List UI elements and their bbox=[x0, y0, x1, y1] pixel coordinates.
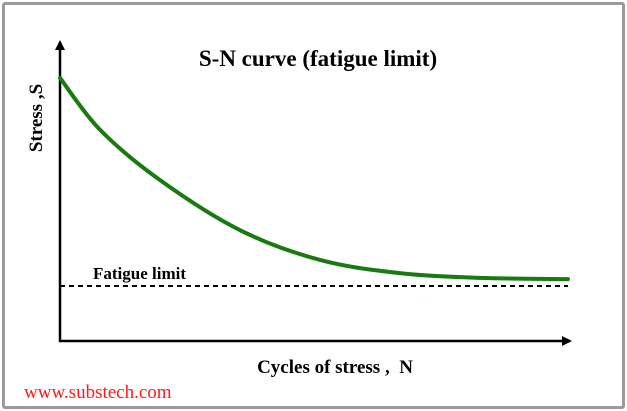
sn-curve-line bbox=[58, 75, 570, 282]
watermark-text: www.substech.com bbox=[24, 382, 172, 403]
y-axis-label: Stress ,S bbox=[26, 84, 47, 152]
fatigue-limit-label: Fatigue limit bbox=[93, 264, 186, 283]
x-axis-label: Cycles of stress , N bbox=[257, 357, 413, 378]
chart-title: S-N curve (fatigue limit) bbox=[199, 46, 437, 71]
